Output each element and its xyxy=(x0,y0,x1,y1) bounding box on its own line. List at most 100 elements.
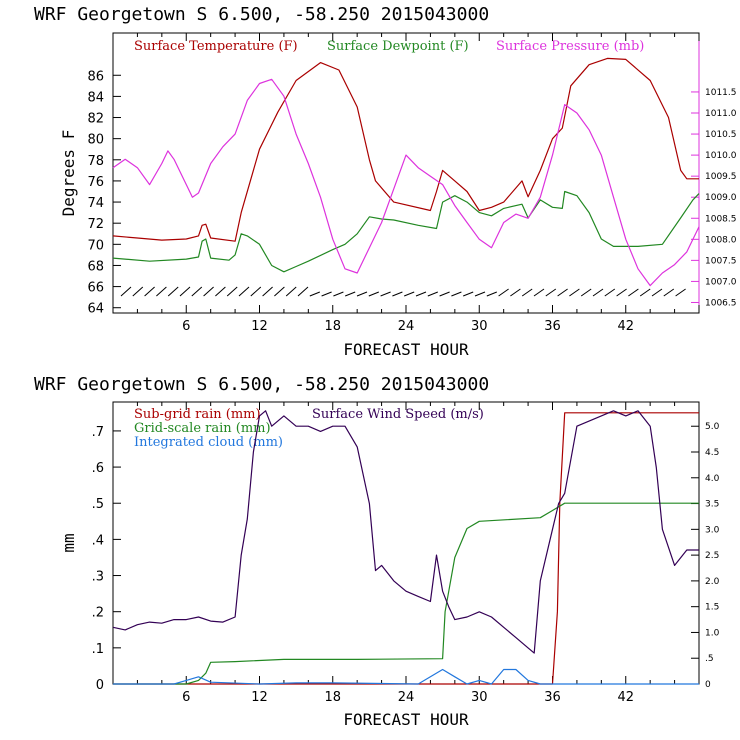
y2-tick-label: 1010.5 xyxy=(705,130,737,140)
bottom-x-axis-label: FORECAST HOUR xyxy=(343,710,469,729)
x-tick-label: 12 xyxy=(251,690,268,705)
bottom-series xyxy=(112,410,699,685)
y2-tick-label: 1009.0 xyxy=(705,193,737,203)
y2-tick-label: 1.0 xyxy=(705,628,720,638)
y-tick-label: .6 xyxy=(92,461,104,476)
wind-barb-icon xyxy=(274,286,285,297)
legend-surface-wind-speed: Surface Wind Speed (m/s) xyxy=(312,407,484,422)
wind-barb-icon xyxy=(427,291,438,297)
wind-barb-icon xyxy=(451,291,462,297)
wind-barb-icon xyxy=(392,291,403,297)
y2-tick-label: 1011.0 xyxy=(705,109,737,119)
temperature-panel: WRF Georgetown S 6.500, -58.250 20150430… xyxy=(34,4,737,359)
wind-barb-icon xyxy=(191,286,203,297)
x-tick-label: 42 xyxy=(617,690,634,705)
wind-barb-icon xyxy=(321,291,332,297)
y-tick-label: 0 xyxy=(96,678,104,693)
y2-tick-label: 2.5 xyxy=(705,551,719,561)
x-tick-label: 24 xyxy=(398,319,415,334)
precipitation-panel: WRF Georgetown S 6.500, -58.250 20150430… xyxy=(34,374,720,729)
x-tick-label: 30 xyxy=(471,319,488,334)
top-x-axis-label: FORECAST HOUR xyxy=(343,340,469,359)
wind-barb-icon xyxy=(474,291,486,297)
wind-barb-icon xyxy=(285,286,297,297)
legend-surface-dewpoint: Surface Dewpoint (F) xyxy=(327,39,469,54)
y-tick-label: 86 xyxy=(87,69,104,84)
wind-barbs xyxy=(120,286,686,297)
wind-barb-icon xyxy=(226,286,238,297)
y2-tick-label: 1007.5 xyxy=(705,256,737,266)
wind-barb-icon xyxy=(521,288,533,297)
wind-barb-icon xyxy=(663,288,675,297)
bottom-series-line-sub-grid-rain xyxy=(113,412,699,685)
wind-barb-icon xyxy=(203,286,214,297)
legend-grid-scale-rain: Grid-scale rain (mm) xyxy=(134,421,271,436)
y2-tick-label: 1006.5 xyxy=(705,298,737,308)
wind-barb-icon xyxy=(345,291,356,297)
x-tick-label: 18 xyxy=(324,319,341,334)
top-plot-frame xyxy=(112,32,700,314)
wind-barb-icon xyxy=(463,291,474,297)
y2-tick-label: 1.5 xyxy=(705,603,719,613)
y2-tick-label: 3.5 xyxy=(705,500,719,510)
legend-surface-pressure: Surface Pressure (mb) xyxy=(496,39,644,54)
y-tick-label: 82 xyxy=(87,112,104,127)
wind-barb-icon xyxy=(510,288,521,297)
top-axis-ticks: 6 12 18 24 30 36 42 64 66 68 70 72 74 76 78 80 82 84 86 100… xyxy=(87,33,737,334)
bottom-series-line-integrated-cloud xyxy=(113,668,699,685)
y2-tick-label: 4.5 xyxy=(705,448,719,458)
y-tick-label: .4 xyxy=(92,533,104,548)
x-tick-label: 36 xyxy=(544,319,561,334)
y-tick-label: 84 xyxy=(87,90,104,105)
y2-tick-label: 4.0 xyxy=(705,474,720,484)
top-series-line-surface-pressure xyxy=(112,78,700,287)
x-tick-label: 30 xyxy=(471,690,488,705)
wind-barb-icon xyxy=(569,288,580,297)
y-tick-label: 72 xyxy=(87,217,104,232)
wind-barb-icon xyxy=(368,291,379,297)
x-tick-label: 42 xyxy=(617,319,634,334)
x-tick-label: 6 xyxy=(182,690,190,705)
y-tick-label: .1 xyxy=(92,642,104,657)
wind-barb-icon xyxy=(604,288,616,297)
x-tick-label: 12 xyxy=(251,319,268,334)
wind-barb-icon xyxy=(628,288,639,297)
wind-barb-icon xyxy=(333,291,344,297)
wind-barb-icon xyxy=(415,291,427,297)
y-tick-label: 66 xyxy=(87,281,104,296)
top-series-line-surface-dewpoint xyxy=(112,190,700,273)
top-series-line-surface-temperature xyxy=(112,57,699,242)
wind-barb-icon xyxy=(179,286,191,297)
x-tick-label: 36 xyxy=(544,690,561,705)
wind-barb-icon xyxy=(262,286,273,297)
legend-surface-temperature: Surface Temperature (F) xyxy=(134,39,298,54)
wind-barb-icon xyxy=(616,288,627,297)
y2-tick-label: 1009.5 xyxy=(705,172,737,182)
y-tick-label: 80 xyxy=(87,133,104,148)
bottom-chart-title: WRF Georgetown S 6.500, -58.250 20150430… xyxy=(34,374,489,395)
wind-barb-icon xyxy=(309,291,320,297)
bottom-series-line-grid-scale-rain xyxy=(113,502,699,685)
y-tick-label: 64 xyxy=(87,302,104,317)
wind-barb-icon xyxy=(297,286,309,297)
wind-barb-icon xyxy=(533,288,545,297)
y2-tick-label: 2.0 xyxy=(705,577,720,587)
wind-barb-icon xyxy=(498,288,509,297)
wind-barb-icon xyxy=(380,291,391,297)
top-series xyxy=(112,57,700,287)
wind-barb-icon xyxy=(238,286,250,297)
y2-tick-label: 1007.0 xyxy=(705,277,737,287)
wind-barb-icon xyxy=(545,288,557,297)
y2-tick-label: 3.0 xyxy=(705,525,720,535)
wind-barb-icon xyxy=(557,288,568,297)
wind-barb-icon xyxy=(156,286,167,297)
legend-sub-grid-rain: Sub-grid rain (mm) xyxy=(134,407,261,422)
y2-tick-label: 1008.5 xyxy=(705,214,737,224)
legend-integrated-cloud: Integrated cloud (mm) xyxy=(134,435,283,450)
wind-barb-icon xyxy=(120,286,132,297)
y-tick-label: .5 xyxy=(92,497,104,512)
wind-barb-icon xyxy=(215,286,226,297)
wind-barb-icon xyxy=(404,291,415,297)
bottom-series-line-surface-wind-speed xyxy=(112,410,699,654)
